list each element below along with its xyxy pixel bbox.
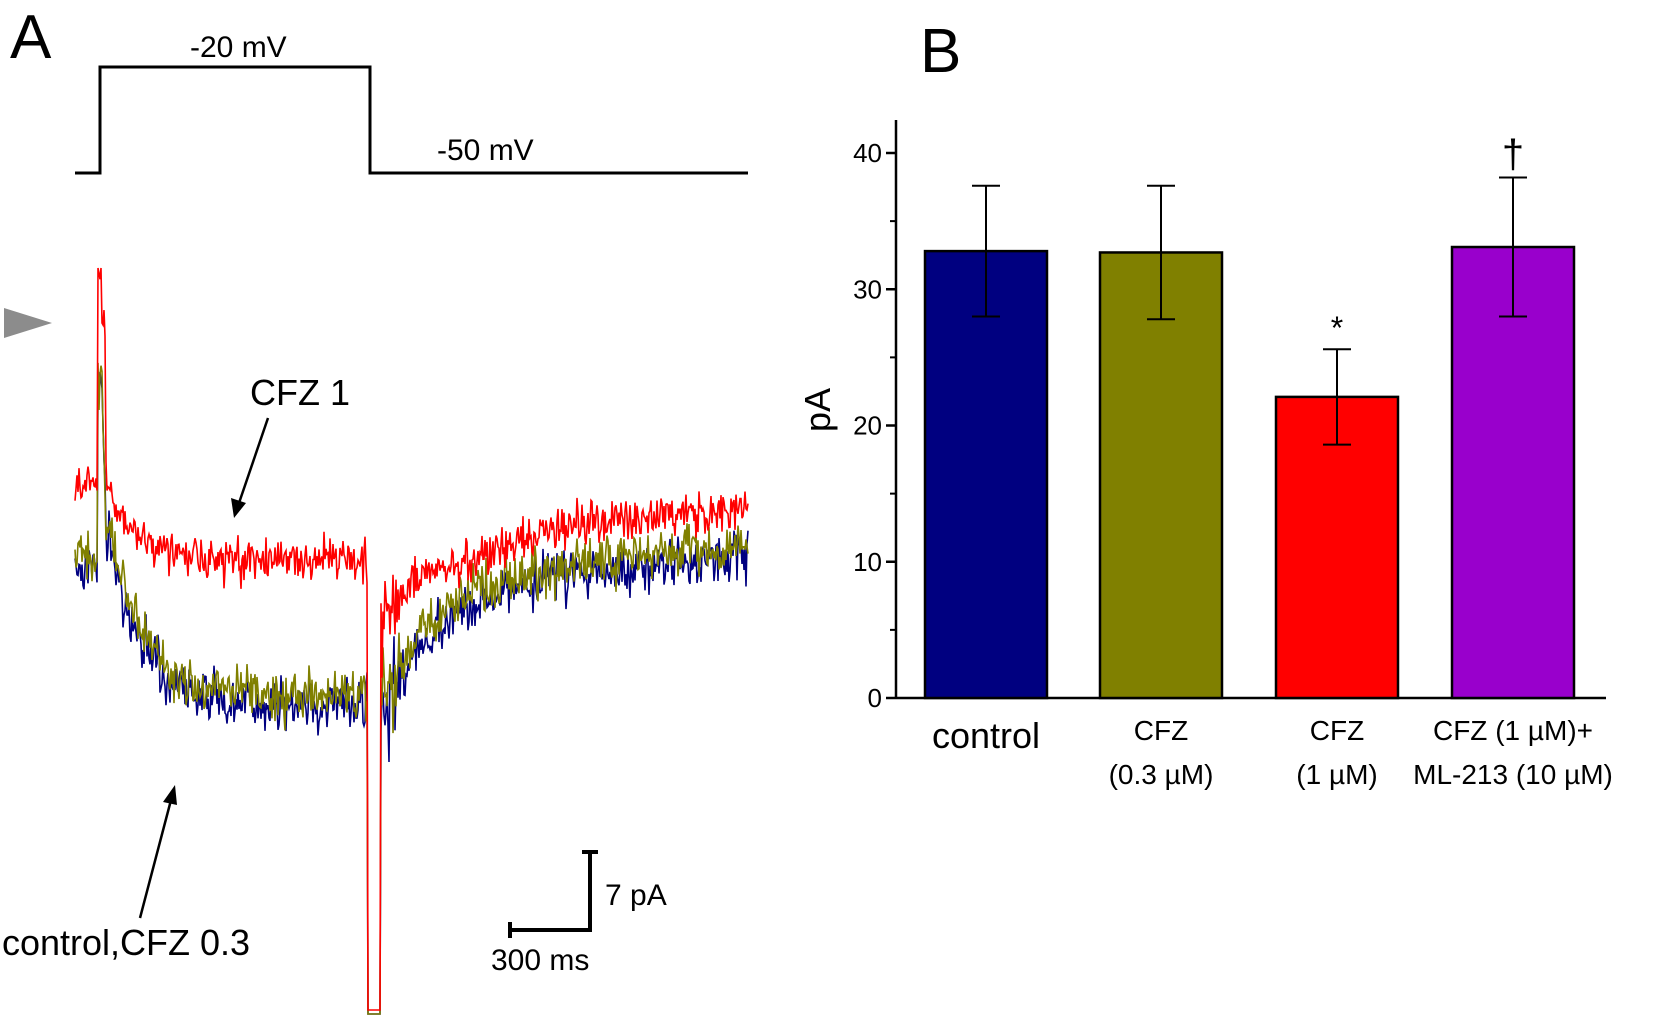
zero-current-arrowhead-icon: [4, 308, 52, 338]
y-tick-label: 0: [868, 683, 882, 713]
y-tick-label: 10: [853, 547, 882, 577]
x-category-label: (0.3 µM): [1109, 759, 1214, 790]
panel-b-letter: B: [920, 17, 961, 86]
cfz1-arrow-line: [237, 417, 270, 504]
cfz1-trace-label: CFZ 1: [250, 372, 350, 413]
significance-mark: *: [1331, 310, 1343, 346]
y-tick-label: 20: [853, 411, 882, 441]
x-category-label: ML-213 (10 µM): [1413, 759, 1613, 790]
trace-cfz-1: [74, 267, 749, 1011]
current-traces: [74, 267, 749, 1015]
control-arrow-head-icon: [163, 785, 177, 805]
panel-b: B 0 10 20 30 40 pA control CFZ (0.3 µM) * CFZ (1 µM…: [797, 17, 1613, 790]
trace-control: [74, 371, 749, 1015]
x-category-label: CFZ (1 µM)+: [1433, 715, 1593, 746]
hold-voltage-label: -50 mV: [437, 134, 534, 167]
y-tick-label: 40: [853, 138, 882, 168]
x-category-label: control: [932, 715, 1040, 756]
y-tick-label: 30: [853, 274, 882, 304]
bar-3: [1450, 245, 1576, 700]
control-trace-label: control,CFZ 0.3: [2, 922, 250, 963]
x-category-label: CFZ: [1310, 715, 1364, 746]
control-arrow-line: [138, 799, 173, 919]
bar-chart: 0 10 20 30 40 pA control CFZ (0.3 µM) * CFZ (1 µM) †…: [797, 120, 1613, 790]
panel-a: A -20 mV -50 mV CFZ 1 control,CFZ 0.3 7 …: [2, 3, 749, 1015]
significance-mark: †: [1502, 133, 1524, 177]
trace-cfz-0-3: [74, 362, 749, 1015]
step-voltage-label: -20 mV: [190, 31, 287, 64]
x-category-label: CFZ: [1134, 715, 1188, 746]
scale-current-label: 7 pA: [605, 879, 667, 912]
scale-bar: [510, 852, 592, 932]
scale-time-label: 300 ms: [491, 944, 589, 977]
bar-0: [923, 249, 1049, 700]
x-category-label: (1 µM): [1296, 759, 1377, 790]
y-axis-label: pA: [797, 388, 838, 432]
cfz1-arrow-head-icon: [231, 498, 246, 518]
panel-a-letter: A: [10, 3, 52, 72]
bar-2: [1274, 395, 1400, 700]
voltage-protocol: [75, 65, 748, 175]
